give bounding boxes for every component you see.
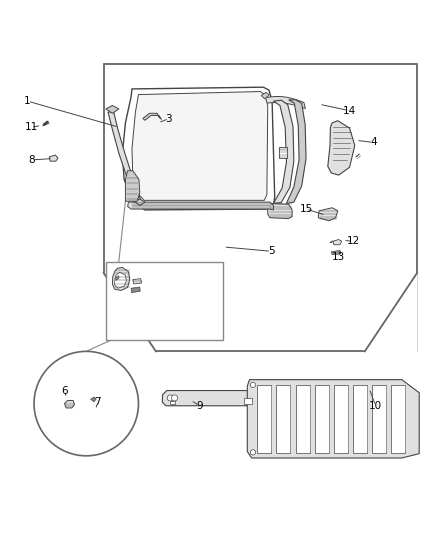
Bar: [391, 385, 405, 453]
Polygon shape: [260, 96, 305, 109]
Circle shape: [251, 382, 255, 387]
Polygon shape: [365, 273, 417, 351]
Bar: [170, 401, 175, 405]
Bar: [315, 385, 328, 453]
Text: 15: 15: [300, 204, 313, 214]
Polygon shape: [127, 202, 273, 210]
Text: 4: 4: [370, 138, 377, 148]
Polygon shape: [125, 171, 140, 201]
Polygon shape: [154, 96, 232, 114]
Polygon shape: [122, 87, 275, 210]
Polygon shape: [91, 397, 96, 402]
Bar: [106, 262, 223, 341]
Polygon shape: [268, 204, 292, 219]
Polygon shape: [64, 400, 74, 408]
Polygon shape: [131, 287, 140, 293]
Polygon shape: [108, 112, 142, 204]
Polygon shape: [261, 92, 269, 99]
Polygon shape: [133, 279, 141, 284]
Polygon shape: [116, 276, 119, 280]
Polygon shape: [318, 208, 338, 221]
Bar: [276, 385, 290, 453]
Text: 14: 14: [343, 106, 356, 116]
Bar: [279, 147, 287, 158]
Polygon shape: [106, 106, 119, 114]
Text: 10: 10: [369, 401, 382, 411]
Polygon shape: [113, 268, 130, 290]
Polygon shape: [333, 239, 342, 245]
Bar: [334, 385, 348, 453]
Circle shape: [251, 450, 255, 455]
Text: 6: 6: [61, 385, 68, 395]
Text: 7: 7: [94, 397, 100, 407]
Polygon shape: [134, 199, 145, 206]
Bar: [372, 385, 386, 453]
Bar: [104, 64, 417, 351]
Text: 1: 1: [24, 96, 31, 106]
Polygon shape: [143, 114, 162, 120]
Polygon shape: [115, 272, 126, 288]
Text: 3: 3: [166, 114, 172, 124]
Polygon shape: [273, 100, 294, 204]
Bar: [244, 398, 252, 404]
Polygon shape: [331, 251, 341, 255]
Circle shape: [172, 395, 178, 401]
Polygon shape: [328, 120, 355, 175]
Polygon shape: [162, 391, 254, 406]
Text: 8: 8: [28, 155, 35, 165]
Polygon shape: [247, 379, 419, 458]
Polygon shape: [286, 100, 306, 204]
Polygon shape: [104, 273, 156, 351]
Text: 5: 5: [268, 246, 275, 256]
Polygon shape: [49, 155, 58, 161]
Text: 12: 12: [346, 236, 360, 246]
Circle shape: [167, 395, 173, 401]
Circle shape: [34, 351, 138, 456]
Polygon shape: [132, 92, 268, 200]
Bar: [296, 385, 310, 453]
Bar: [353, 385, 367, 453]
Text: 13: 13: [332, 252, 345, 262]
Text: 9: 9: [196, 401, 203, 411]
Bar: [257, 385, 271, 453]
Text: 11: 11: [25, 122, 38, 132]
